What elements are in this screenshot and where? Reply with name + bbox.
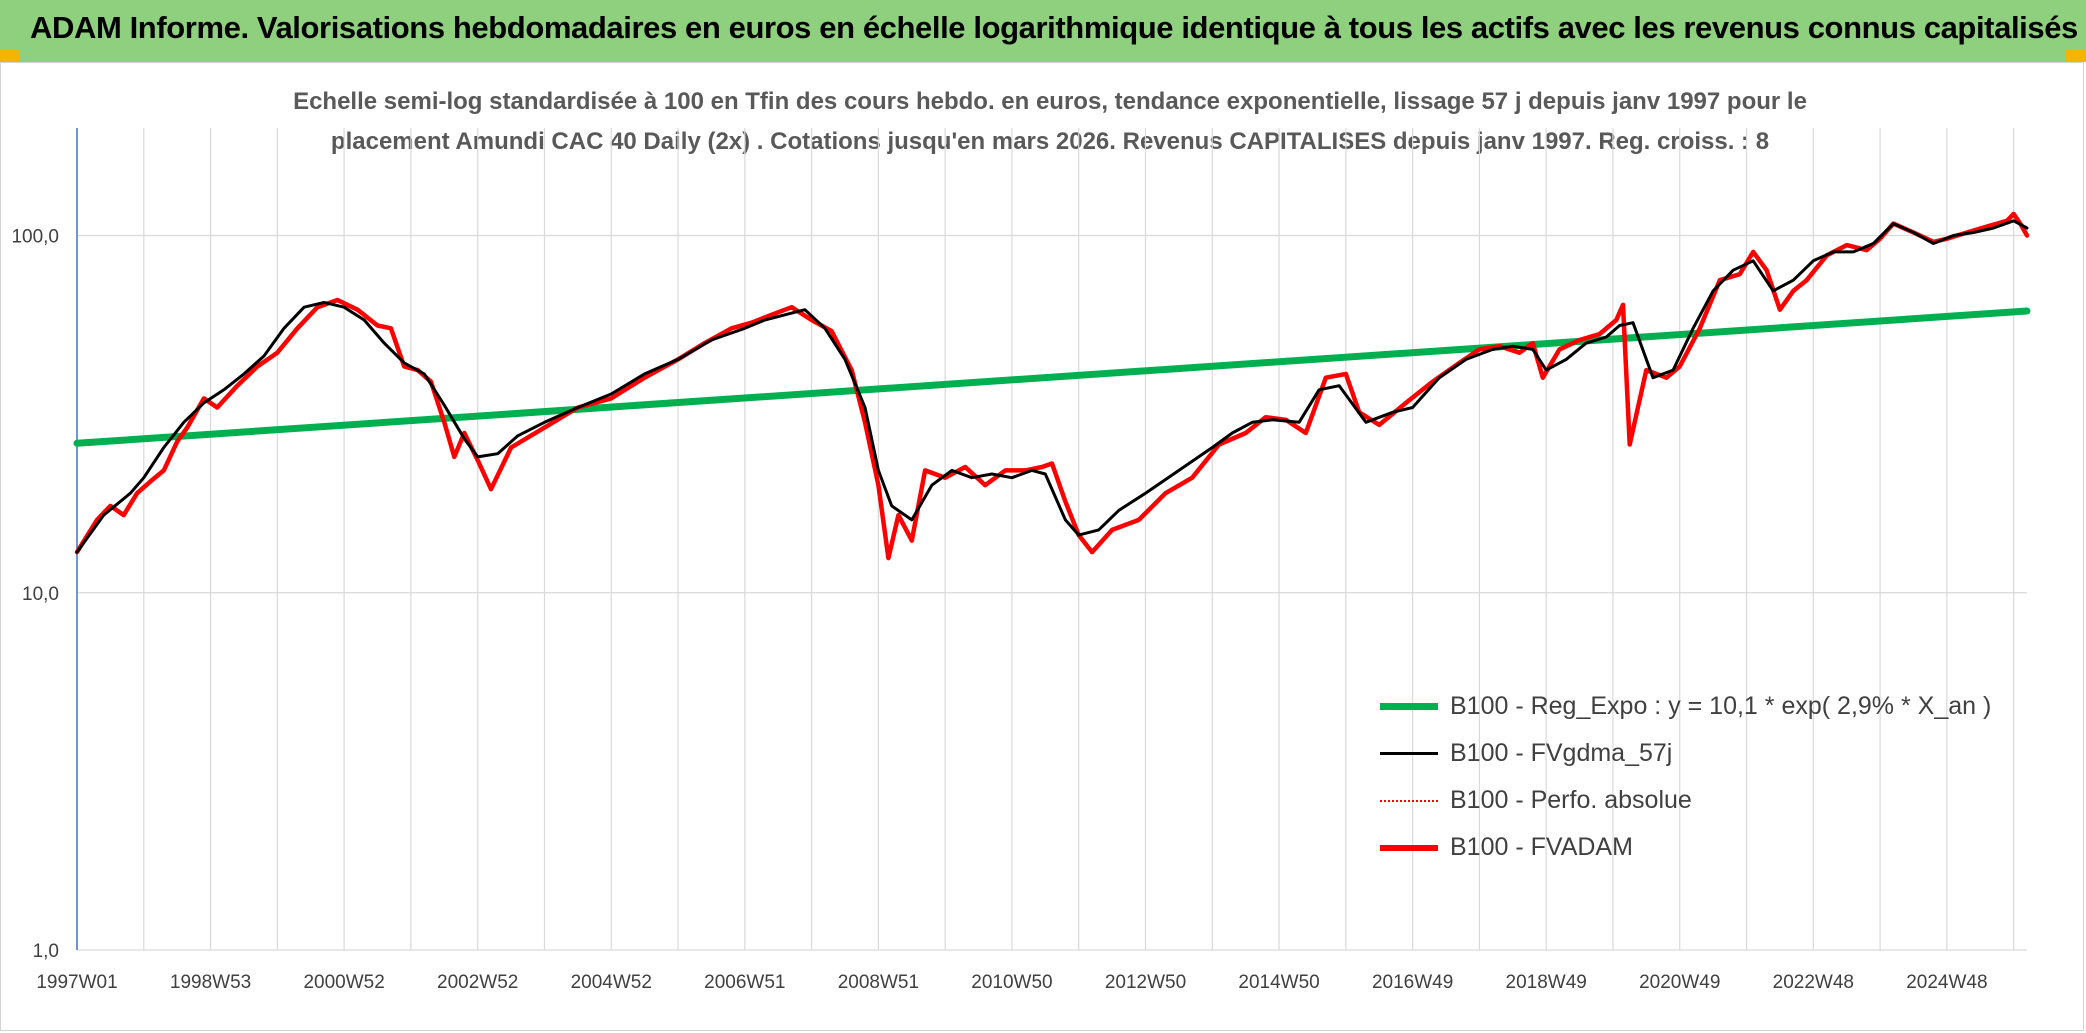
x-tick-label: 2000W52 <box>303 972 384 993</box>
x-tick-label: 2002W52 <box>437 972 518 993</box>
legend-item-regression: B100 - Reg_Expo : y = 10,1 * exp( 2,9% *… <box>1380 683 1991 730</box>
x-tick-label: 2006W51 <box>704 972 785 993</box>
corner-marker-right <box>2066 50 2086 62</box>
title-banner: ADAM Informe. Valorisations hebdomadaire… <box>0 0 2086 62</box>
corner-marker-left <box>0 50 20 62</box>
legend-swatch-absolute-perf <box>1380 799 1438 802</box>
horizontal-grid <box>77 234 2027 951</box>
y-axis-labels: 1,0 10,0 100,0 <box>11 227 59 962</box>
legend-label-fvadam: B100 - FVADAM <box>1450 833 1633 861</box>
series-line-fvadam <box>74 211 2030 561</box>
legend-item-absolute-perf: B100 - Perfo. absolue <box>1380 777 1991 824</box>
x-tick-label: 2008W51 <box>838 972 919 993</box>
chart-title-line1: Echelle semi-log standardisée à 100 en T… <box>293 88 1807 115</box>
series-line-ma <box>75 219 2029 554</box>
x-tick-label: 2010W50 <box>971 972 1052 993</box>
series-line-reg <box>73 307 2031 447</box>
x-tick-label: 2022W48 <box>1773 972 1854 993</box>
legend-swatch-regression <box>1380 703 1438 710</box>
report-title: ADAM Informe. Valorisations hebdomadaire… <box>30 10 2078 45</box>
y-tick-label: 1,0 <box>33 941 59 962</box>
x-tick-label: 2004W52 <box>571 972 652 993</box>
chart-title-line2: placement Amundi CAC 40 Daily (2x) . Cot… <box>330 128 1770 155</box>
x-axis-labels: 1997W01 1998W53 2000W52 2002W52 2004W52 2006W… <box>36 972 1987 993</box>
x-tick-label: 2024W48 <box>1906 972 1987 993</box>
legend-item-fvadam: B100 - FVADAM <box>1380 824 1991 871</box>
x-tick-label: 2016W49 <box>1372 972 1453 993</box>
legend-item-moving-average: B100 - FVgdma_57j <box>1380 730 1991 777</box>
legend-swatch-fvadam <box>1380 844 1438 851</box>
legend-label-regression: B100 - Reg_Expo : y = 10,1 * exp( 2,9% *… <box>1450 692 1992 720</box>
x-tick-label: 2014W50 <box>1238 972 1319 993</box>
x-tick-label: 1998W53 <box>170 972 251 993</box>
chart-legend: B100 - Reg_Expo : y = 10,1 * exp( 2,9% *… <box>1380 683 1991 871</box>
chart-frame <box>0 62 2084 1031</box>
legend-label-absolute-perf: B100 - Perfo. absolue <box>1450 786 1692 814</box>
series-layer <box>73 211 2031 561</box>
x-tick-label: 2012W50 <box>1105 972 1186 993</box>
x-tick-label: 2018W49 <box>1506 972 1587 993</box>
y-tick-label: 100,0 <box>11 227 59 248</box>
x-tick-label: 2020W49 <box>1639 972 1720 993</box>
x-tick-label: 1997W01 <box>36 972 117 993</box>
legend-label-moving-average: B100 - FVgdma_57j <box>1450 739 1673 767</box>
legend-swatch-moving-average <box>1380 752 1438 755</box>
y-tick-label: 10,0 <box>22 584 59 605</box>
